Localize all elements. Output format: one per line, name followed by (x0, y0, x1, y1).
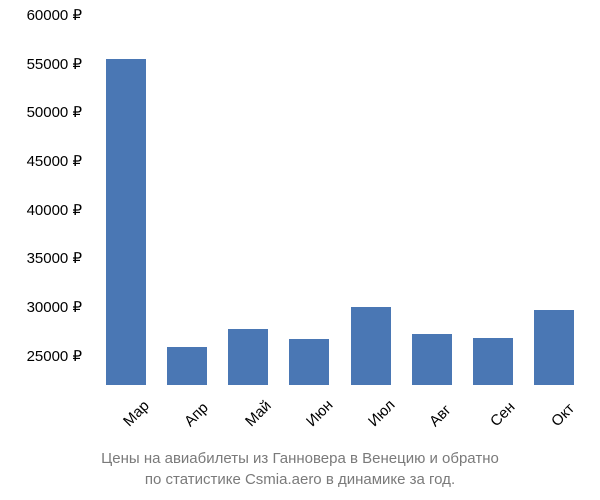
x-tick-label: Авг (426, 401, 455, 430)
bar (412, 334, 452, 385)
x-tick-label: Апр (181, 399, 212, 430)
x-tick-label: Май (242, 397, 275, 430)
x-tick-label: Окт (548, 400, 578, 430)
y-axis: 25000 ₽ 30000 ₽ 35000 ₽ 40000 ₽ 45000 ₽ 50000… (0, 15, 90, 385)
x-tick-label: Июн (303, 397, 336, 430)
y-tick-label: 25000 ₽ (27, 347, 82, 365)
chart-caption: Цены на авиабилеты из Ганновера в Венеци… (0, 448, 600, 490)
y-tick-label: 45000 ₽ (27, 152, 82, 170)
x-tick-label: Мар (120, 397, 153, 430)
x-tick-label: Сен (487, 399, 518, 430)
bar (289, 339, 329, 385)
bar (228, 329, 268, 385)
bar (106, 59, 146, 385)
y-tick-label: 50000 ₽ (27, 103, 82, 121)
y-tick-label: 60000 ₽ (27, 6, 82, 24)
bar (351, 307, 391, 385)
caption-line-1: Цены на авиабилеты из Ганновера в Венеци… (0, 448, 600, 469)
chart-area (95, 15, 585, 385)
y-tick-label: 30000 ₽ (27, 298, 82, 316)
caption-line-2: по статистике Csmia.aero в динамике за г… (0, 469, 600, 490)
x-tick-label: Июл (365, 396, 399, 430)
y-tick-label: 55000 ₽ (27, 55, 82, 73)
y-tick-label: 35000 ₽ (27, 249, 82, 267)
y-tick-label: 40000 ₽ (27, 201, 82, 219)
x-axis: Мар Апр Май Июн Июл Авг Сен Окт (95, 390, 585, 445)
bar (167, 347, 207, 385)
bar (473, 338, 513, 385)
plot-area (95, 15, 585, 385)
bar (534, 310, 574, 385)
